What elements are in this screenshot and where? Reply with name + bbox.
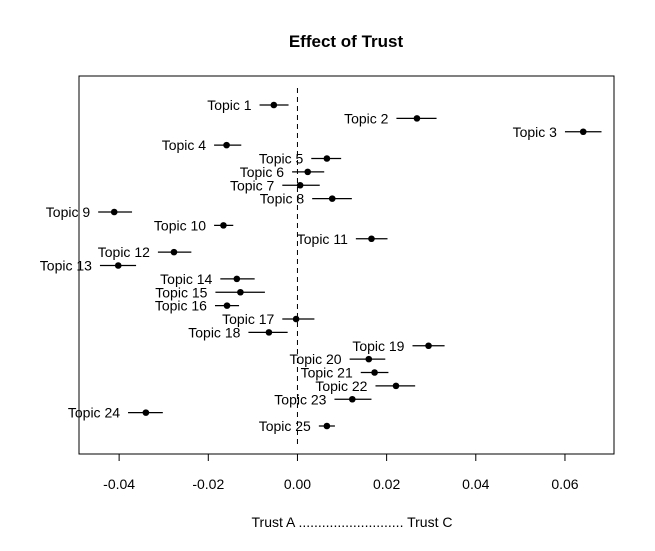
topic-label: Topic 21 [301, 365, 353, 381]
point-estimate [265, 329, 273, 336]
x-tick-label: 0.00 [284, 476, 311, 492]
point-estimate [348, 395, 356, 403]
topic-label: Topic 9 [46, 204, 91, 220]
point-estimate [323, 155, 331, 162]
point-estimate [579, 128, 587, 136]
topic-label: Topic 16 [155, 298, 207, 314]
point-estimate [237, 288, 244, 296]
topic-label: Topic 18 [188, 324, 240, 340]
topic-label: Topic 24 [68, 405, 120, 421]
topic-label: Topic 2 [344, 110, 389, 126]
topic-label: Topic 17 [222, 311, 274, 327]
topic-label: Topic 12 [98, 244, 150, 260]
topic-label: Topic 6 [240, 164, 285, 180]
point-estimate [142, 409, 150, 416]
topic-label: Topic 4 [162, 137, 207, 153]
point-estimate [296, 181, 304, 189]
topic-label: Topic 11 [297, 231, 348, 247]
point-estimate [270, 101, 278, 109]
topic-label: Topic 8 [260, 191, 305, 207]
x-axis: -0.04 -0.02 0.00 0.02 0.04 0.06 [103, 453, 579, 492]
point-estimate [371, 369, 378, 376]
topic-label: Topic 5 [259, 151, 304, 167]
x-tick-label: -0.02 [192, 476, 224, 492]
x-tick-label: 0.04 [462, 476, 489, 492]
point-estimate [223, 141, 230, 149]
point-estimate [233, 275, 241, 283]
point-estimate [328, 195, 336, 202]
topic-label: Topic 10 [154, 217, 206, 233]
point-estimate [368, 235, 375, 243]
x-tick-label: 0.06 [551, 476, 578, 492]
point-estimate [114, 262, 122, 269]
point-estimate [110, 208, 118, 216]
point-estimate [425, 342, 432, 350]
x-tick-label: -0.04 [103, 476, 135, 492]
point-estimate [323, 422, 331, 430]
x-axis-label: Trust A ........................... Trus… [252, 514, 453, 530]
topic-label: Topic 22 [315, 378, 367, 394]
point-estimate [365, 355, 373, 363]
point-estimate [413, 115, 421, 122]
topic-label: Topic 20 [289, 351, 341, 367]
topic-label: Topic 1 [207, 97, 252, 113]
point-estimate [223, 302, 231, 309]
point-estimate [220, 222, 227, 229]
point-estimate [170, 248, 178, 256]
topic-label: Topic 3 [513, 124, 558, 140]
topic-label: Topic 23 [274, 391, 326, 407]
point-estimate [304, 168, 312, 176]
point-estimate [392, 382, 400, 390]
topic-label: Topic 13 [40, 258, 92, 274]
point-estimate [292, 315, 300, 323]
topic-label: Topic 19 [352, 338, 404, 354]
x-tick-label: 0.02 [373, 476, 400, 492]
topic-label: Topic 14 [160, 271, 212, 287]
topic-label: Topic 25 [259, 418, 311, 434]
topic-label: Topic 7 [230, 177, 275, 193]
topic-label: Topic 15 [155, 284, 207, 300]
chart-title: Effect of Trust [289, 32, 404, 51]
